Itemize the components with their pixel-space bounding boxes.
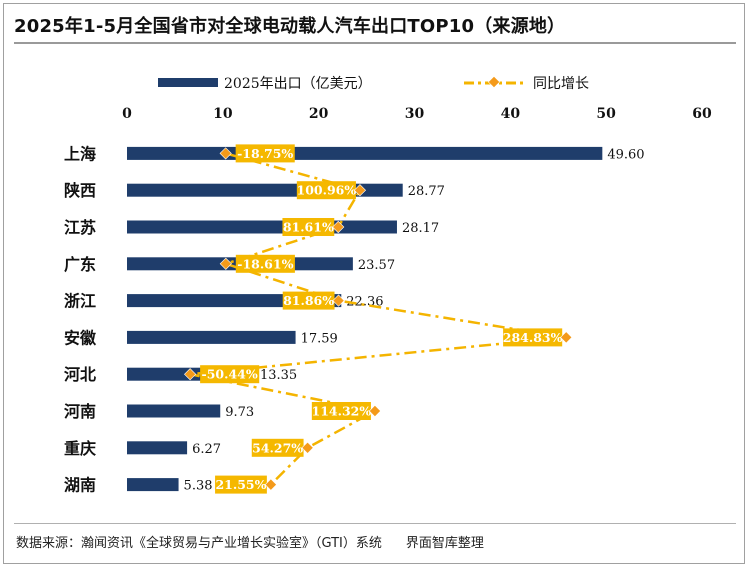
growth-marker: [219, 147, 232, 160]
x-axis: 0 10 20 30 40 50 60: [122, 106, 712, 122]
category-label: 广东: [64, 255, 96, 274]
growth-label-box: [215, 475, 267, 494]
growth-label-box: [200, 365, 260, 384]
growth-value-label: 114.32%: [312, 404, 372, 419]
category-label: 上海: [64, 144, 96, 163]
source-note: 数据来源：瀚闻资讯《全球贸易与产业增长实验室》（GTI）系统 界面智库整理: [16, 532, 484, 551]
growth-value-label: 54.27%: [252, 440, 303, 455]
category-label: 河南: [64, 402, 96, 421]
growth-marker: [368, 404, 382, 418]
category-label: 河北: [64, 365, 96, 384]
footer-divider: [14, 523, 736, 524]
growth-series: -18.75% 100.96% 81.61% -18.61% 81.86% 284.83%…: [184, 144, 573, 494]
x-tick-label: 60: [692, 106, 712, 122]
bar-value-label: 9.73: [225, 405, 254, 420]
legend-bar-label: 2025年出口（亿美元）: [224, 76, 372, 92]
growth-line: [189, 152, 567, 486]
growth-value-label: -50.44%: [202, 367, 258, 382]
publisher-text: 界面智库整理: [405, 536, 484, 551]
growth-marker: [184, 368, 197, 381]
growth-label-box: [235, 254, 295, 273]
growth-marker: [332, 294, 345, 307]
x-tick-label: 40: [501, 106, 521, 122]
bar: [127, 330, 296, 344]
chart-title: 2025年1-5月全国省市对全球电动载人汽车出口TOP10（来源地）: [14, 16, 566, 37]
growth-marker: [264, 478, 277, 491]
growth-marker: [560, 331, 573, 344]
growth-label-box: [311, 402, 371, 420]
bar-value-label: 28.17: [402, 221, 439, 236]
growth-value-label: 81.86%: [283, 293, 334, 308]
bar-value-label: 6.27: [192, 442, 221, 457]
bar: [127, 441, 188, 455]
category-label: 重庆: [64, 439, 96, 458]
legend-line-marker: [487, 75, 501, 89]
bar: [127, 404, 221, 418]
bar-value-label: 13.35: [260, 368, 297, 383]
title-divider: [14, 42, 736, 44]
x-tick-label: 50: [596, 106, 616, 122]
bar-value-label: 5.38: [184, 479, 213, 494]
growth-value-label: 100.96%: [297, 183, 357, 198]
growth-label-box: [235, 144, 295, 163]
growth-label-box: [282, 291, 335, 310]
growth-value-label: -18.75%: [237, 146, 293, 161]
category-label: 江苏: [64, 218, 96, 237]
growth-marker: [332, 220, 345, 234]
growth-label-box: [251, 438, 304, 457]
growth-marker: [353, 184, 367, 197]
growth-value-label: -18.61%: [237, 256, 293, 271]
chart-frame: [3, 3, 745, 564]
x-tick-label: 20: [309, 106, 329, 122]
bar-value-label: 28.77: [408, 184, 445, 199]
source-text: 数据来源：瀚闻资讯《全球贸易与产业增长实验室》（GTI）系统: [16, 536, 382, 551]
growth-label-box: [282, 218, 335, 236]
bar-value-label: 49.60: [607, 147, 644, 162]
category-label: 安徽: [64, 328, 97, 347]
category-label: 浙江: [64, 292, 96, 311]
x-tick-label: 30: [405, 106, 425, 122]
growth-marker: [219, 257, 232, 270]
growth-value-label: 21.55%: [215, 477, 266, 492]
legend: 2025年出口（亿美元） 同比增长: [158, 75, 589, 92]
growth-label-box: [503, 328, 563, 347]
growth-value-label: 81.61%: [283, 220, 334, 235]
bar: [127, 478, 179, 492]
legend-line-label: 同比增长: [533, 76, 589, 92]
bar: [127, 220, 397, 234]
growth-label-box: [296, 181, 356, 200]
bar: [127, 146, 603, 160]
category-label: 陕西: [64, 181, 96, 200]
x-tick-label: 0: [122, 106, 132, 122]
x-tick-label: 10: [213, 106, 233, 122]
category-label: 湖南: [64, 476, 96, 495]
bar-value-label: 23.57: [358, 258, 395, 273]
growth-value-label: 284.83%: [503, 330, 563, 345]
growth-marker: [301, 441, 314, 454]
legend-bar-swatch: [158, 78, 218, 87]
bar-value-label: 17.59: [301, 331, 338, 346]
